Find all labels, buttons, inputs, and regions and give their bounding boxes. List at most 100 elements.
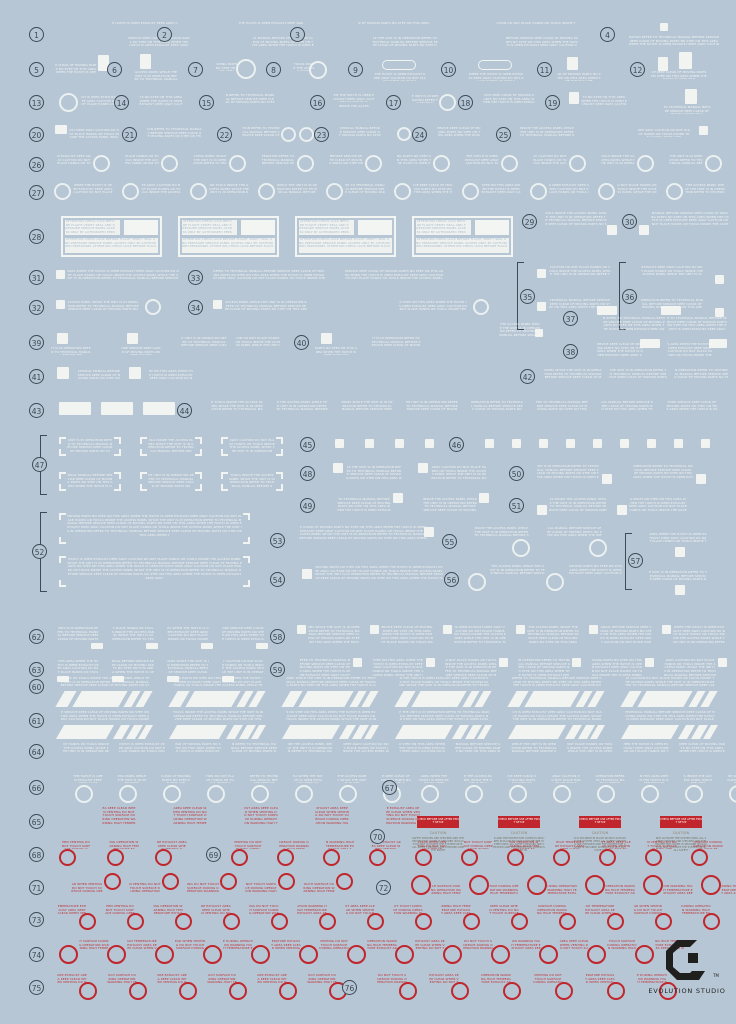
decal-square (370, 625, 379, 634)
decal-square (660, 23, 668, 31)
decal-square (424, 527, 434, 537)
decal-circle (122, 183, 139, 200)
decal-rect (167, 676, 179, 682)
caution-microtext: Y CAUTION DO NOT PLACE HANDS OR TOOLS IN… (222, 660, 264, 675)
decal-circle (54, 183, 71, 200)
red-ring (503, 982, 521, 1000)
corner-tick (140, 472, 147, 479)
caution-microtext: R TO TECHNICAL MANUAL BEFORE SERVICE KEE… (667, 317, 727, 332)
caution-microtext: LE THE UNIT IS IN OPERATION REFER TO TEC… (346, 466, 402, 481)
item-number-badge: 60 (29, 679, 44, 694)
caution-microtext: S INSIDE THE ACCESS PANEL WHILE THE UNIT (683, 775, 713, 783)
caution-microtext: N OPERATION REFER TO TECHNICAL MANUAL BE… (674, 369, 729, 380)
caution-microtext: INSIDE THE ACCESS PAN (339, 105, 369, 109)
red-ring (271, 913, 288, 930)
decal-square (535, 329, 543, 337)
item-number-badge: 50 (509, 466, 524, 481)
warning-microtext-red: KEEP CLEAR WHEN VENTING DO NOT TOUCH SUR… (489, 905, 519, 916)
caution-microtext: O NOT PLACE HANDS OR TOOLS INSIDE THE AC… (445, 659, 497, 678)
caution-microtext: AR OF MOVING PARTS NO STEP ON THIS AREA … (557, 73, 601, 81)
warning-microtext-red: OPERATION WARNING HIGH TEMPERATURE EXHAU… (605, 885, 635, 896)
warning-placard: ATTENTION CHECK LOCK BEFORE FLIGHT VERIF… (61, 216, 162, 257)
trademark-symbol: TM (713, 973, 719, 978)
decal-square (674, 439, 683, 448)
red-ring (223, 913, 240, 930)
decal-square (418, 463, 428, 473)
red-ring (59, 945, 78, 964)
item-number-badge: 34 (188, 300, 203, 315)
caution-microtext: NIT IS IN OPERATION REFER TO TECHNICAL M… (537, 465, 599, 480)
item-number-badge: 10 (441, 62, 456, 77)
decal-rect (101, 402, 133, 415)
corner-tick (59, 556, 66, 563)
decal-square (512, 439, 521, 448)
item-number-badge: 22 (217, 127, 232, 142)
caution-microtext: RATION REFER TO TECHNICAL MANUAL BEFORE … (628, 36, 720, 47)
caution-microtext: TS NO STEP ON THIS AREA WHEN THE HATCH I… (581, 96, 627, 107)
caution-label: CAUTION (591, 831, 609, 835)
warning-microtext-red: OT TOUCH SURFACE DURING OPERATION WARNIN… (393, 905, 423, 916)
red-ring (155, 945, 174, 964)
placard-blue-text: ATTENTION CHECK LOCK BEFORE FLIGHT VERIF… (299, 220, 350, 235)
caution-microtext: LS INSIDE THE ACCESS PANEL WHILE THE UNI… (549, 498, 607, 513)
decal-circle (641, 785, 659, 803)
red-ring (59, 849, 76, 866)
caution-microtext: UTION DO NOT PLACE HANDS OR TOOLS INSIDE… (496, 22, 576, 26)
decal-circle (439, 94, 456, 111)
placard-text-panel: ATTENTION CHECK LOCK BEFORE FLIGHT VERIF… (299, 238, 392, 253)
warning-microtext-red: RNING HIGH TEMPERATURE EXHAUST AREA KEEP… (721, 885, 736, 896)
warning-microtext-red: E EXHAUST AREA KEEP CLEAR WHEN VENTING D… (386, 807, 420, 826)
decal-circle (207, 785, 225, 803)
item-number-badge: 40 (294, 335, 309, 350)
red-header-box: CHECK BEFORE USE AFTER FIRST SETUP (660, 816, 702, 828)
decal-square (426, 658, 435, 667)
decal-square (699, 126, 708, 135)
red-ring (443, 945, 462, 964)
corner-tick (243, 537, 250, 544)
caution-microtext: MOVING PARTS NO STEP ON THIS AREA WHEN T… (315, 566, 443, 581)
warning-microtext-red: URE EXHAUST AREA KEEP CLEAR WHEN VENTING… (257, 974, 287, 985)
item-number-badge: 44 (177, 403, 192, 418)
corner-tick (243, 556, 250, 563)
caution-microtext: N REFER TO TECHNICAL MANUAL BEFORE SERVI… (231, 743, 277, 754)
item-number-badge: 59 (270, 662, 285, 677)
red-ring (229, 982, 247, 1000)
placard-blue-text: ATTENTION CHECK LOCK BEFORE FLIGHT VERIF… (65, 220, 116, 235)
corner-tick (140, 484, 147, 491)
item-number-badge: 49 (300, 498, 315, 513)
caution-microtext: REFER TO TECHNICAL MANUAL BEFORE SERVICE… (213, 270, 325, 281)
hazard-stripe-bar (55, 691, 153, 707)
warning-microtext-red: XHAUST AREA KEEP CLEAR WHEN VENTING DO N… (315, 807, 349, 826)
stripe-segment (507, 725, 567, 739)
warning-microtext-red: AR WHEN VENTING DO NOT TOUCH SURFACE DUR… (633, 905, 663, 916)
caution-microtext: PLACE HANDS OR TOOLS INSIDE THE ACCESS P… (125, 155, 159, 166)
warning-microtext-red: ST AREA KEEP CLEAR WHEN VENTING DO NOT T… (345, 905, 375, 916)
corner-frame: UNIT IS IN OPERATION REFER TO TECHNICAL … (59, 437, 121, 456)
warning-microtext-red: CLEAR WHEN VENTING DO NOT TOUCH SURFACE (417, 841, 447, 849)
decal-rect (709, 339, 727, 348)
caution-microtext: THE ACCESS PANEL WHILE THE UNIT IS IN OP… (337, 775, 367, 783)
caution-microtext: THE UNIT IS IN OPERATION REFER TO TECHNI… (669, 155, 703, 166)
caution-microtext: OPERATION REFER TO TECHNICAL MANUAL BEFO… (471, 401, 523, 412)
decal-square (675, 547, 685, 557)
item-number-badge: 4 (600, 27, 615, 42)
caution-microtext: T PLACE HANDS OR TOOLS INSIDE THE ACCESS… (112, 627, 154, 642)
red-ring (491, 945, 510, 964)
warning-microtext-red: EMPERATURE EXHAUST AREA KEEP CLEAR WHEN … (57, 905, 87, 916)
decal-square (213, 300, 222, 309)
warning-microtext-red: ING OPERATION WARNING HIGH TEMPERATURE E… (109, 841, 139, 849)
warning-microtext-red: N VENTING DO NOT TOUCH SURFACE DURING OP… (647, 841, 677, 849)
caution-microtext: INSIDE THE ACCESS PANEL WHILE THE UNIT I… (519, 127, 575, 138)
decal-rect (55, 125, 67, 134)
decal-square (539, 439, 548, 448)
corner-tick (140, 437, 147, 444)
decal-rect (146, 643, 158, 649)
caution-microtext: SERVICE KEEP CLEAR OF MOVING PARTS NO ST… (344, 270, 444, 281)
caution-microtext: CHNICAL MANUAL BEFORE SERVICE KEEP CLEAR… (77, 370, 121, 381)
caution-microtext: ICE KEEP CLEAR OF MOVING PARTS NO STEP O… (507, 775, 537, 783)
decal-circle (309, 61, 327, 79)
caution-microtext: UNIT IS IN OPERATION REFER TO TECHNICAL … (57, 627, 99, 642)
caution-microtext: ERVICE KEEP CLEAR OF MOVING PARTS NO STE… (597, 343, 643, 358)
caution-red-placard: CHECK BEFORE USE AFTER FIRST SETUP CAUTIO… (412, 816, 464, 862)
decal-circle (589, 539, 607, 557)
